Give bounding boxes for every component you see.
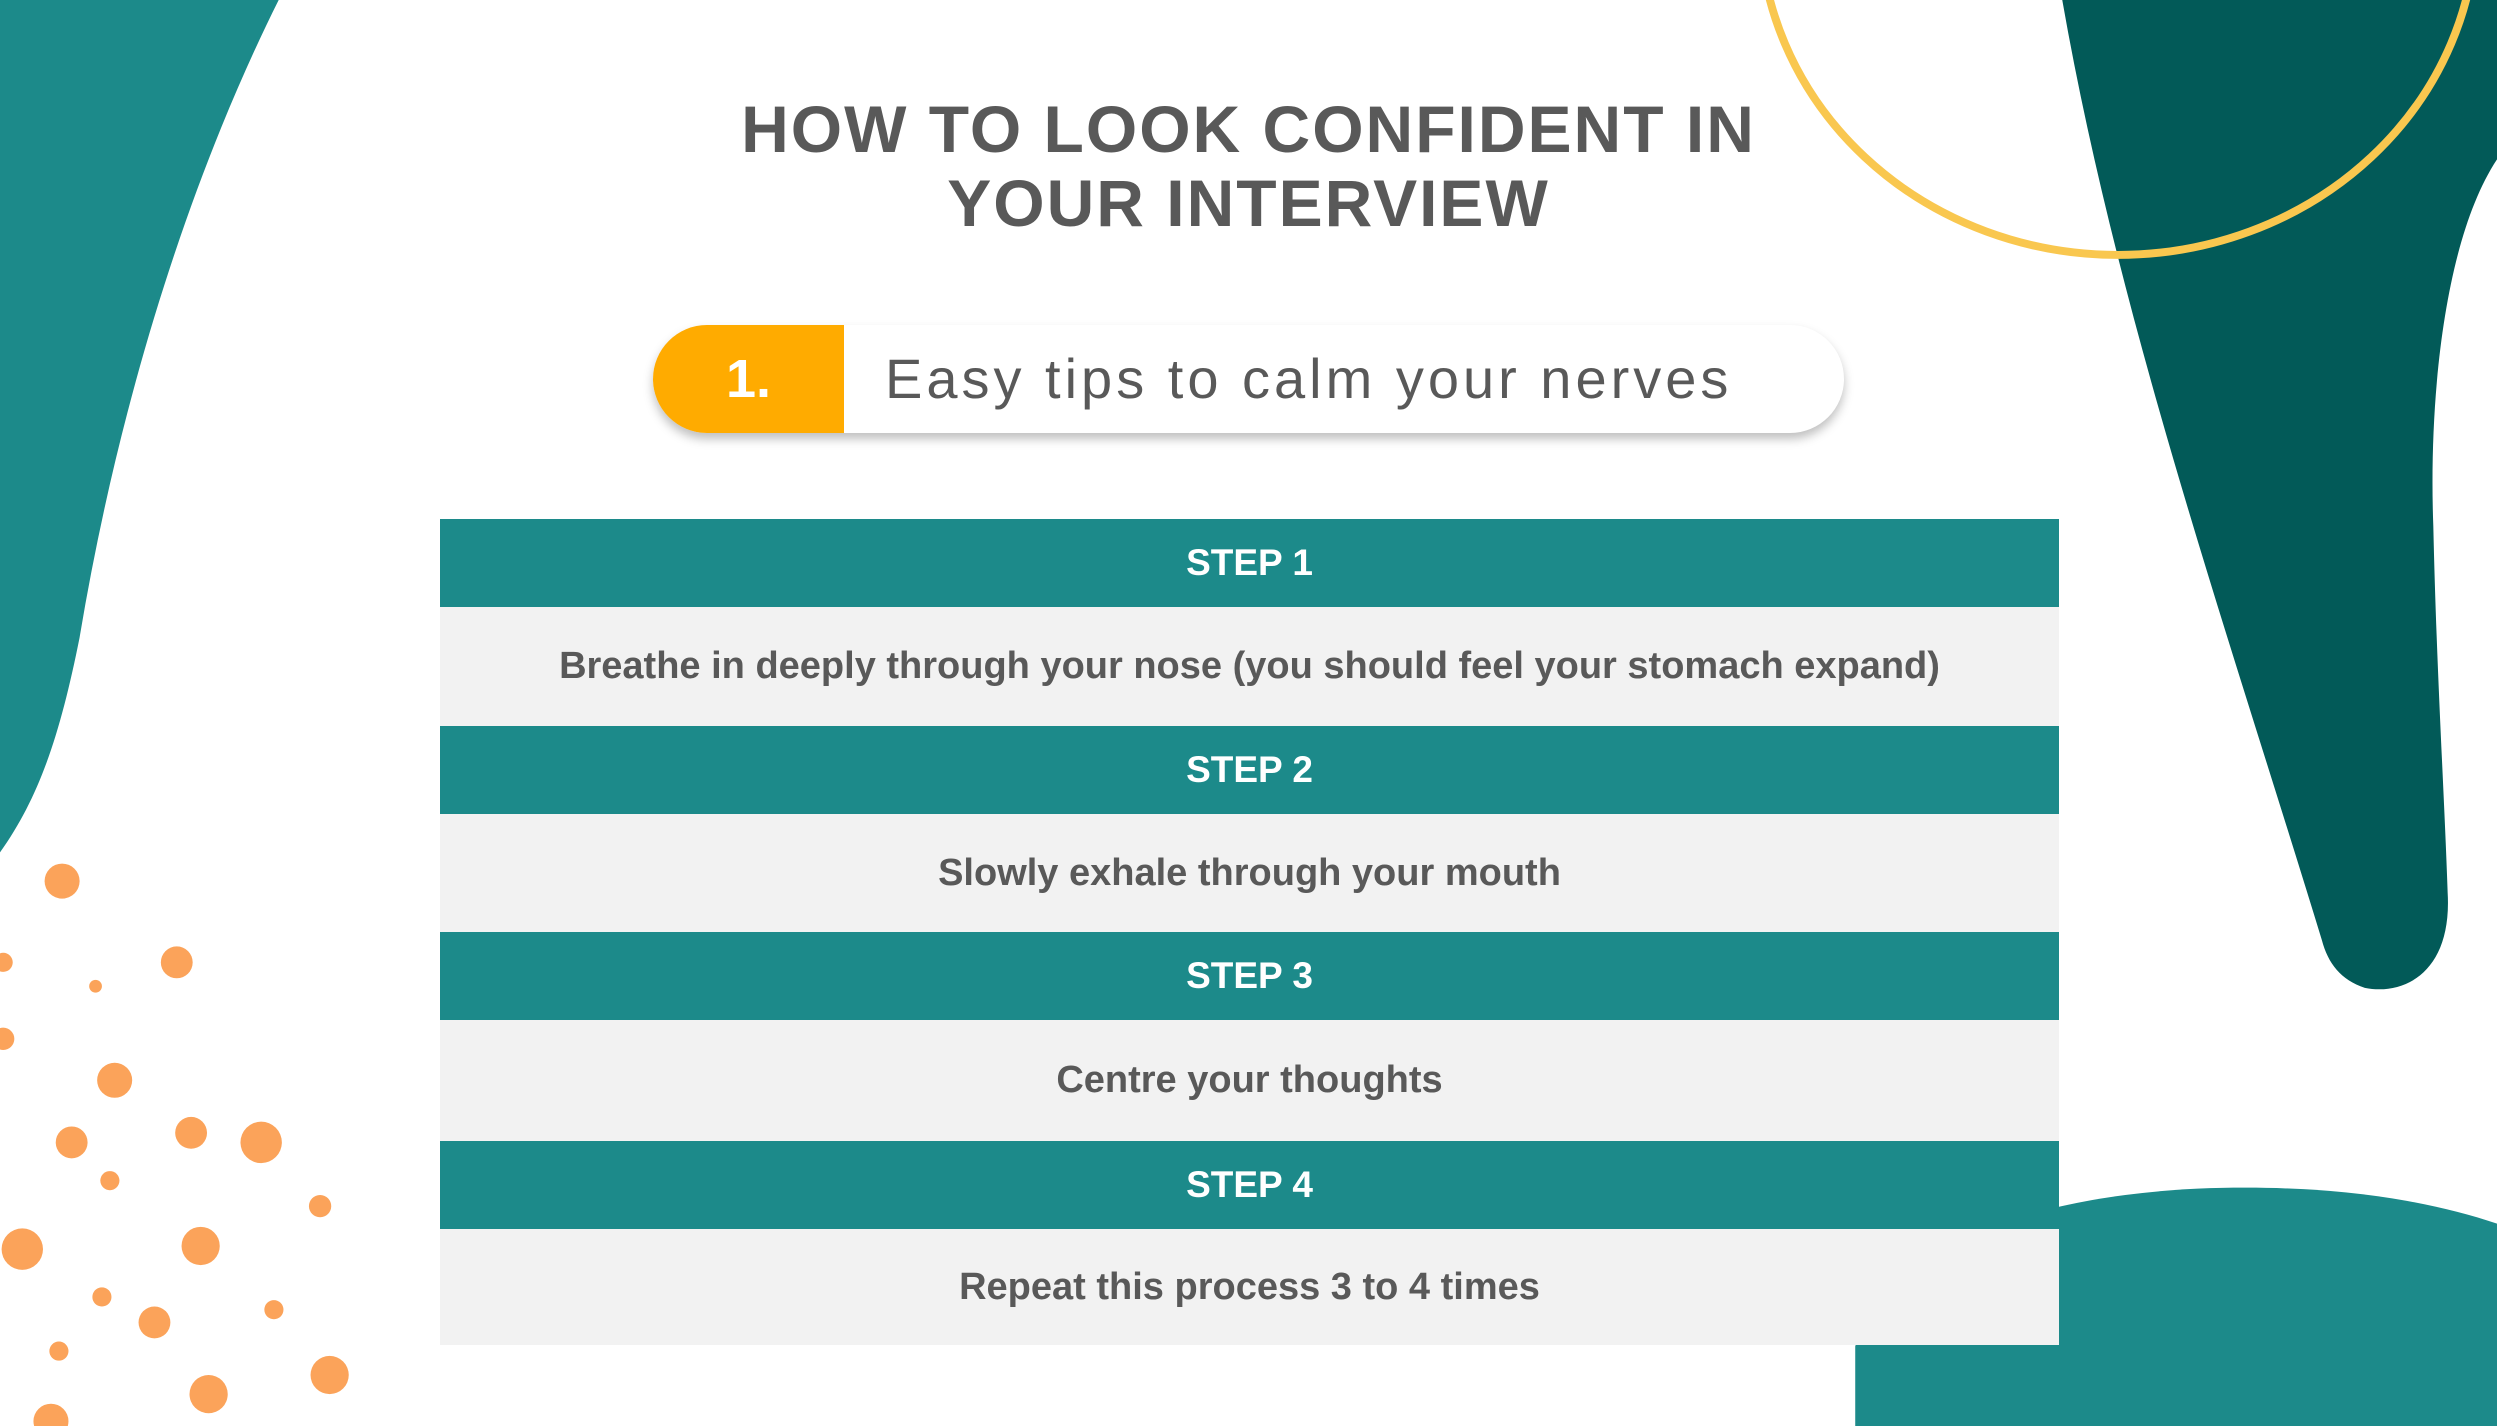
section-number: 1. (653, 325, 844, 433)
step-text: Breathe in deeply through your nose (you… (440, 607, 2059, 726)
title-line-1: HOW TO LOOK CONFIDENT IN (741, 92, 1756, 166)
orange-dots (0, 863, 349, 1426)
step-header: STEP 3 (440, 932, 2059, 1020)
steps-table: STEP 1 Breathe in deeply through your no… (440, 519, 2059, 1345)
section-heading-pill: 1. Easy tips to calm your nerves (653, 325, 1844, 433)
step-text: Centre your thoughts (440, 1020, 2059, 1141)
step-header: STEP 1 (440, 519, 2059, 607)
step-text: Repeat this process 3 to 4 times (440, 1229, 2059, 1345)
step-header: STEP 2 (440, 726, 2059, 814)
yellow-ring (1765, 0, 2471, 259)
section-heading: Easy tips to calm your nerves (885, 347, 1733, 410)
page-title: HOW TO LOOK CONFIDENT IN YOUR INTERVIEW (0, 92, 2497, 240)
title-line-2: YOUR INTERVIEW (947, 166, 1550, 240)
step-text: Slowly exhale through your mouth (440, 814, 2059, 932)
left-teal-shape (0, 0, 279, 853)
step-header: STEP 4 (440, 1141, 2059, 1229)
